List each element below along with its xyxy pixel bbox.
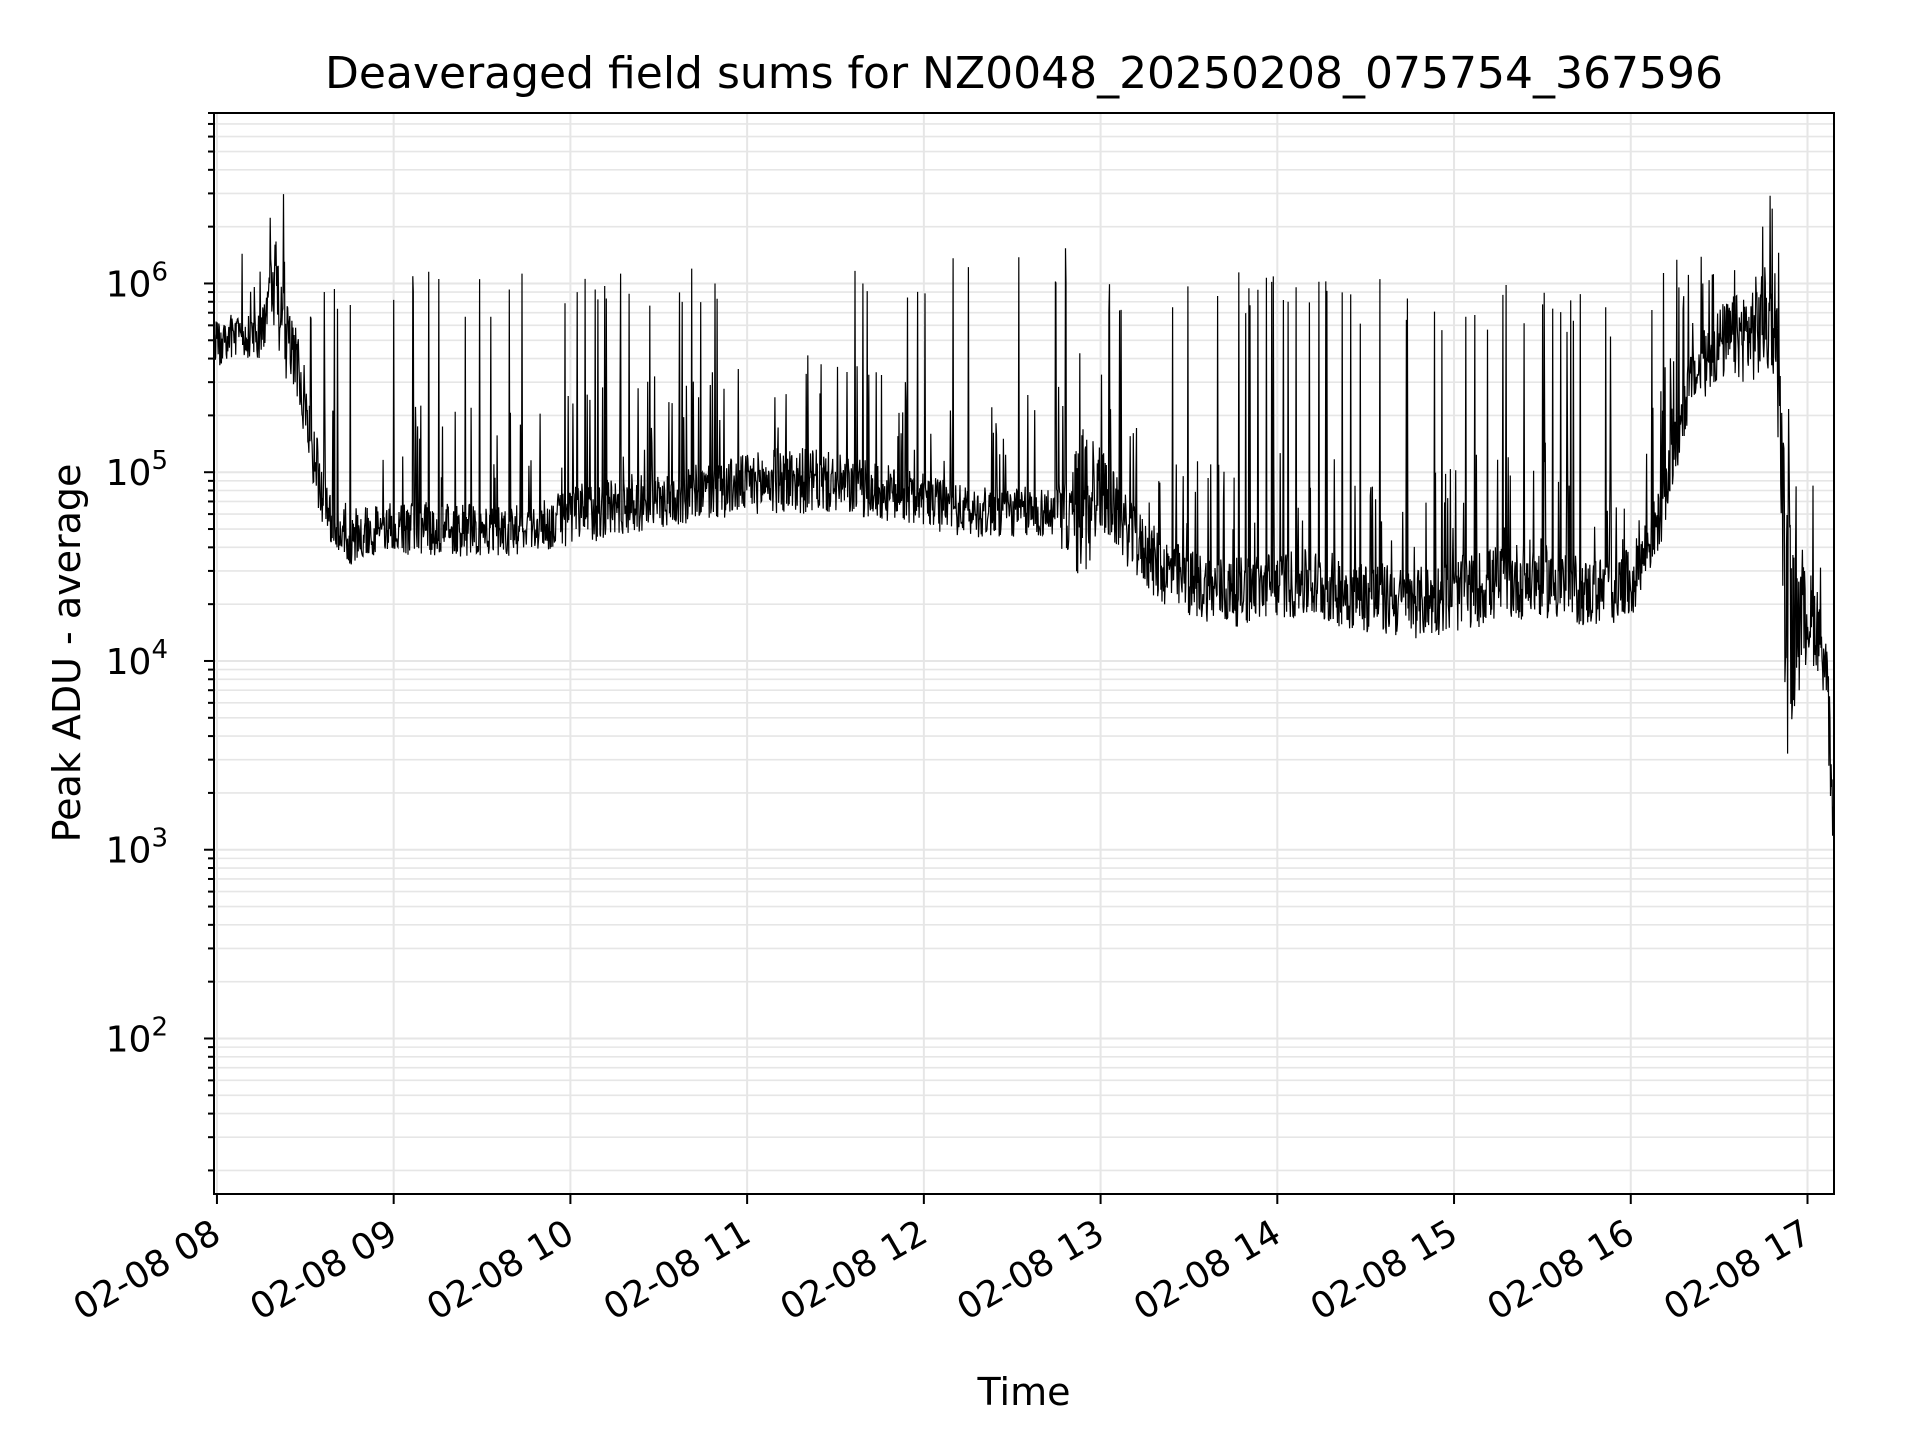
y-tick-label-base: 10 [106, 1019, 152, 1060]
y-tick-label: 106 [106, 257, 168, 305]
x-tick-label: 02-08 11 [597, 1212, 758, 1328]
x-tick-label: 02-08 13 [950, 1212, 1111, 1328]
series-line-0 [213, 194, 1835, 836]
y-tick-label-exponent: 3 [151, 824, 168, 854]
y-tick-label: 105 [106, 446, 168, 494]
x-tick-label: 02-08 17 [1657, 1212, 1818, 1328]
x-tick-label: 02-08 16 [1481, 1212, 1642, 1328]
y-tick-label-exponent: 4 [151, 635, 168, 665]
x-tick-label: 02-08 10 [420, 1212, 581, 1328]
y-tick-label-exponent: 5 [151, 446, 168, 476]
chart-title: Deaveraged field sums for NZ0048_2025020… [325, 48, 1723, 99]
y-axis-label: Peak ADU - average [45, 464, 89, 843]
plot-frame [213, 112, 1835, 1195]
y-tick-label-base: 10 [106, 642, 152, 683]
x-tick-label: 02-08 15 [1304, 1212, 1465, 1328]
x-tick-label: 02-08 12 [774, 1212, 935, 1328]
y-tick-label-exponent: 6 [151, 257, 168, 287]
y-tick-label: 104 [106, 635, 168, 683]
y-tick-label-exponent: 2 [151, 1012, 168, 1042]
x-tick-label: 02-08 08 [67, 1212, 228, 1328]
x-axis-label: Time [977, 1370, 1071, 1414]
x-tick-label: 02-08 09 [243, 1212, 404, 1328]
plot-series [213, 194, 1835, 836]
y-tick-label: 102 [106, 1012, 168, 1060]
y-tick-label-base: 10 [106, 831, 152, 872]
grid [214, 112, 1834, 1194]
x-tick-label: 02-08 14 [1127, 1212, 1288, 1328]
y-tick-label: 103 [106, 824, 168, 872]
x-axis: 02-08 08 02-08 09 02-08 10 02-08 11 02-08 12… [67, 1194, 1818, 1329]
y-tick-label-base: 10 [106, 453, 152, 494]
y-tick-label-base: 10 [106, 264, 152, 305]
